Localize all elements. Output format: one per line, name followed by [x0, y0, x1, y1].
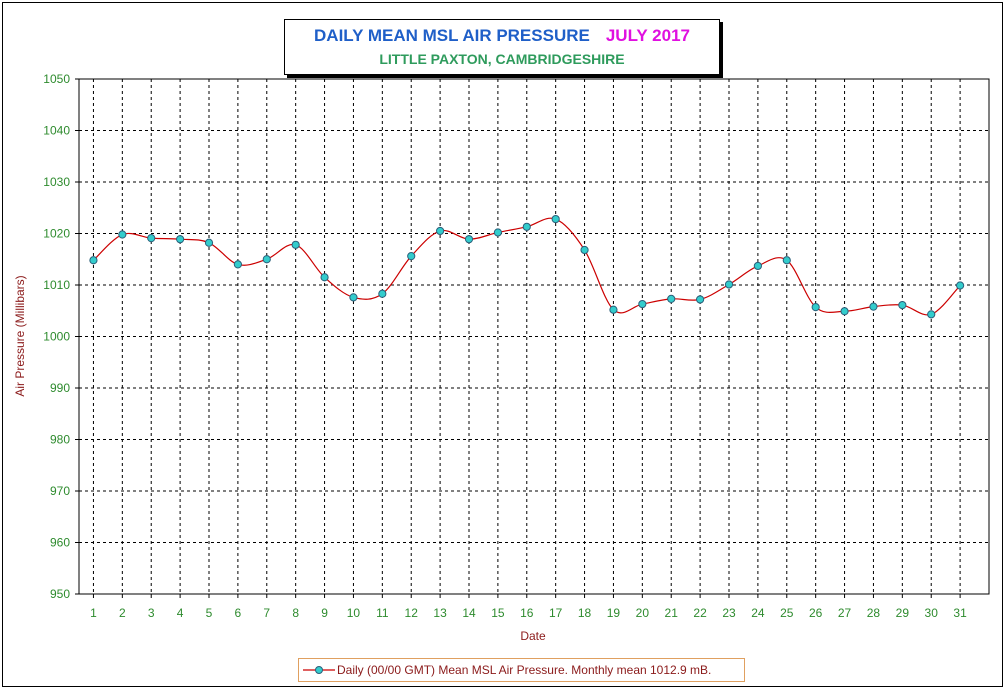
- data-point: [204, 238, 214, 247]
- data-point: [176, 235, 185, 244]
- axes: [75, 78, 990, 598]
- y-tick-label: 990: [50, 381, 70, 395]
- x-tick-label: 5: [206, 606, 213, 620]
- legend: Daily (00/00 GMT) Mean MSL Air Pressure.…: [298, 658, 745, 682]
- data-point: [436, 226, 445, 236]
- data-point: [349, 293, 358, 302]
- y-tick-labels: 950 960 970 980 990 1000 1010 1020 1030 1040 1050: [43, 72, 70, 601]
- y-tick-label: 950: [50, 587, 70, 601]
- grid: [79, 79, 989, 594]
- x-tick-label: 17: [549, 606, 563, 620]
- x-tick-label: 16: [520, 606, 534, 620]
- x-tick-label: 19: [607, 606, 621, 620]
- x-tick-label: 7: [263, 606, 270, 620]
- x-tick-label: 9: [321, 606, 328, 620]
- data-point: [147, 234, 156, 243]
- y-tick-label: 1030: [43, 175, 70, 189]
- x-tick-label: 10: [347, 606, 361, 620]
- x-tick-label: 6: [235, 606, 242, 620]
- plot-area-border: [78, 78, 990, 595]
- x-tick-label: 30: [925, 606, 939, 620]
- data-point: [378, 289, 387, 298]
- x-tick-label: 14: [462, 606, 476, 620]
- y-tick-label: 970: [50, 484, 70, 498]
- data-point: [580, 245, 589, 255]
- data-point: [898, 300, 907, 310]
- y-tick-label: 980: [50, 433, 70, 447]
- data-point: [262, 255, 271, 264]
- data-point: [840, 307, 849, 316]
- data-point: [956, 281, 965, 290]
- x-tick-label: 8: [292, 606, 299, 620]
- data-point: [696, 295, 705, 304]
- chart-title-box: DAILY MEAN MSL AIR PRESSURE JULY 2017 LIT…: [284, 19, 720, 75]
- y-tick-label: 1050: [43, 72, 70, 86]
- x-tick-label: 26: [809, 606, 823, 620]
- data-point: [927, 310, 936, 319]
- x-tick-labels: 1 2 3 4 5 6 7 8 9 10 11 12 13 14 15 16 17 18 19 20 21 22 23 24 2…: [90, 606, 967, 620]
- data-point: [407, 252, 416, 261]
- data-point: [869, 302, 878, 311]
- data-point: [522, 222, 531, 231]
- x-tick-label: 29: [896, 606, 910, 620]
- x-tick-label: 3: [148, 606, 155, 620]
- y-tick-label: 1000: [43, 330, 70, 344]
- x-tick-label: 2: [119, 606, 126, 620]
- x-tick-label: 20: [636, 606, 650, 620]
- data-point: [782, 256, 791, 265]
- data-point: [753, 261, 762, 271]
- data-point: [667, 294, 676, 304]
- x-tick-label: 31: [953, 606, 967, 620]
- chart-subtitle: LITTLE PAXTON, CAMBRIDGESHIRE: [379, 51, 625, 67]
- data-point: [493, 228, 502, 237]
- y-tick-label: 1020: [43, 227, 70, 241]
- legend-label: Daily (00/00 GMT) Mean MSL Air Pressure.…: [337, 663, 712, 677]
- x-tick-label: 23: [722, 606, 736, 620]
- x-tick-label: 28: [867, 606, 881, 620]
- data-point: [233, 260, 242, 269]
- data-point: [609, 305, 618, 314]
- legend-swatch: [303, 666, 335, 674]
- data-point: [724, 280, 734, 289]
- x-tick-label: 21: [665, 606, 679, 620]
- x-tick-label: 12: [405, 606, 419, 620]
- data-point: [464, 235, 474, 244]
- y-tick-label: 1010: [43, 278, 70, 292]
- data-point: [551, 214, 560, 224]
- x-tick-label: 22: [693, 606, 707, 620]
- x-tick-label: 11: [376, 606, 389, 620]
- data-point: [811, 303, 820, 312]
- data-point: [291, 240, 300, 249]
- x-tick-label: 25: [780, 606, 794, 620]
- y-tick-label: 1040: [43, 124, 70, 138]
- x-tick-label: 27: [838, 606, 852, 620]
- y-axis-label: Air Pressure (Millibars): [13, 275, 27, 396]
- chart-title-line: DAILY MEAN MSL AIR PRESSURE JULY 2017: [285, 26, 719, 46]
- series-points: [89, 214, 965, 319]
- x-tick-label: 15: [491, 606, 505, 620]
- y-tick-label: 960: [50, 536, 70, 550]
- data-point: [320, 273, 329, 282]
- data-point: [118, 230, 127, 239]
- x-tick-label: 18: [578, 606, 592, 620]
- data-point: [89, 256, 98, 265]
- data-point: [638, 299, 647, 309]
- x-tick-label: 4: [177, 606, 184, 620]
- x-tick-label: 1: [90, 606, 97, 620]
- chart-title-period: JULY 2017: [605, 26, 690, 45]
- chart-title: DAILY MEAN MSL AIR PRESSURE: [314, 26, 590, 45]
- x-tick-label: 24: [751, 606, 765, 620]
- x-axis-label: Date: [520, 629, 546, 643]
- x-tick-label: 13: [433, 606, 447, 620]
